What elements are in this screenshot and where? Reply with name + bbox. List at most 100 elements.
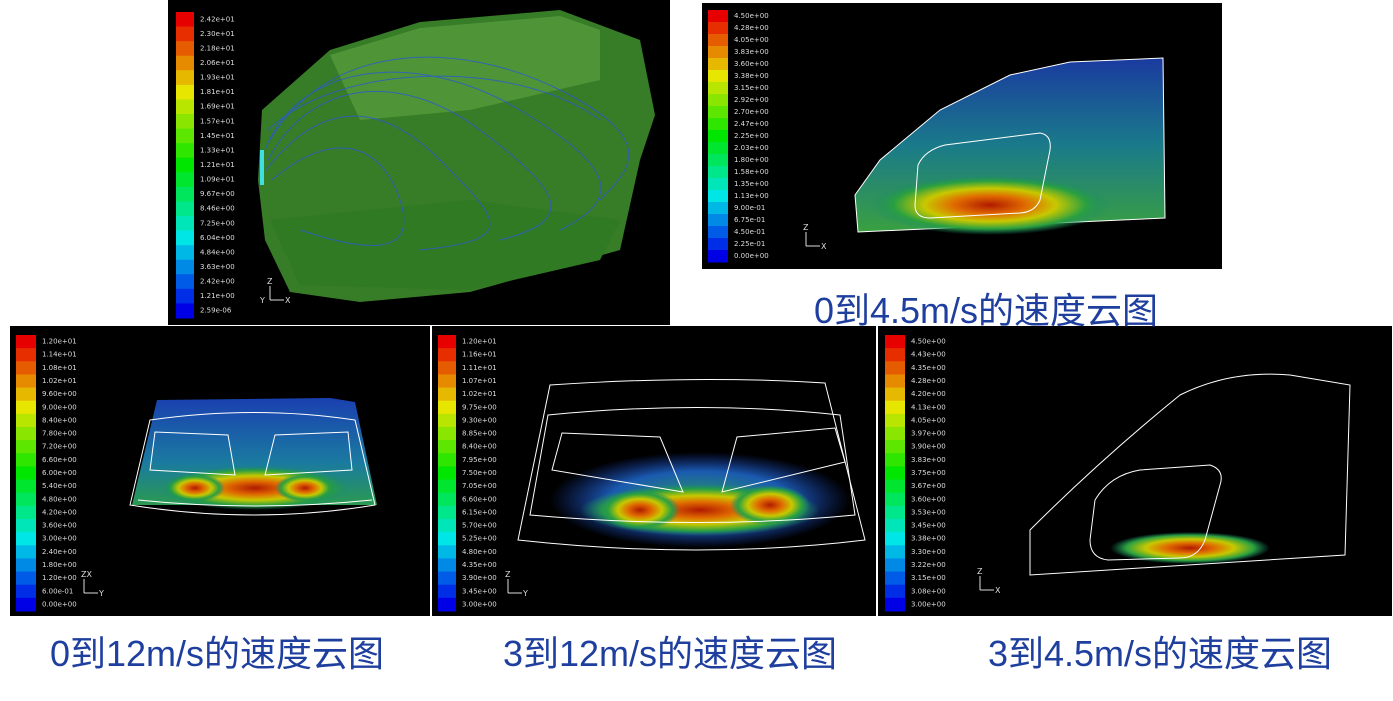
- legend-swatch: [438, 413, 456, 428]
- legend-swatch: [176, 70, 194, 86]
- legend-label: 9.60e+00: [42, 390, 77, 398]
- legend-swatch: [438, 361, 456, 375]
- legend-label: 7.50e+00: [462, 469, 497, 477]
- legend-swatch: [176, 288, 194, 304]
- legend-label: 6.15e+00: [462, 508, 497, 516]
- legend-label: 1.02e+01: [462, 390, 497, 398]
- legend-swatch: [16, 532, 36, 546]
- legend-swatch: [708, 250, 728, 263]
- legend-swatch: [438, 335, 456, 349]
- legend-label: 1.20e+00: [42, 574, 77, 582]
- legend-swatch: [708, 190, 728, 203]
- legend-swatch: [176, 230, 194, 246]
- legend-label: 1.21e+01: [200, 161, 235, 169]
- legend-swatch: [885, 519, 905, 533]
- legend-swatch: [16, 519, 36, 533]
- legend-swatch: [438, 440, 456, 454]
- legend-swatch: [708, 94, 728, 107]
- legend-label: 3.60e+00: [734, 60, 769, 68]
- legend-swatch: [438, 453, 456, 467]
- legend-label: 4.80e+00: [42, 495, 77, 503]
- legend-label: 3.75e+00: [911, 469, 946, 477]
- axis-label: Y: [259, 296, 265, 305]
- legend-label: 3.22e+00: [911, 561, 946, 569]
- legend-label: 3.90e+00: [911, 443, 946, 451]
- legend-swatch: [708, 238, 728, 251]
- axis-label: X: [995, 586, 1001, 595]
- legend-swatch: [708, 202, 728, 215]
- legend-swatch: [708, 226, 728, 239]
- legend-label: 4.84e+00: [200, 248, 235, 256]
- legend-swatch: [438, 532, 456, 546]
- legend-label: 2.18e+01: [200, 44, 235, 52]
- legend-label: 4.50e+00: [911, 338, 946, 346]
- legend-swatch: [708, 34, 728, 47]
- legend-label: 1.57e+01: [200, 117, 235, 125]
- legend-label: 2.42e+00: [200, 278, 235, 286]
- legend-label: 6.00e+00: [42, 469, 77, 477]
- legend-swatch: [885, 505, 905, 520]
- legend-swatch: [885, 584, 905, 599]
- legend-label: 0.00e+00: [734, 252, 769, 260]
- legend-label: 8.46e+00: [200, 205, 235, 213]
- legend-swatch: [176, 99, 194, 115]
- legend-label: 1.33e+01: [200, 146, 235, 154]
- legend-swatch: [176, 84, 194, 100]
- legend-label: 3.00e+00: [42, 535, 77, 543]
- legend-label: 3.90e+00: [462, 574, 497, 582]
- legend-swatch: [176, 143, 194, 159]
- legend-label: 1.16e+01: [462, 351, 497, 359]
- legend-swatch: [176, 128, 194, 144]
- legend-swatch: [708, 70, 728, 83]
- legend-swatch: [885, 479, 905, 494]
- legend-label: 4.35e+00: [911, 364, 946, 372]
- legend-label: 3.00e+00: [911, 600, 946, 608]
- windshield-contour: [517, 378, 866, 551]
- legend-label: 5.40e+00: [42, 482, 77, 490]
- legend-swatch: [16, 466, 36, 481]
- legend-swatch: [16, 440, 36, 454]
- legend-label: 2.06e+01: [200, 59, 235, 67]
- legend-label: 3.67e+00: [911, 482, 946, 490]
- legend-label: 8.85e+00: [462, 430, 497, 438]
- axis-label: Z: [267, 277, 273, 286]
- legend-swatch: [438, 400, 456, 415]
- legend-label: 8.40e+00: [462, 443, 497, 451]
- legend-label: 9.30e+00: [462, 416, 497, 424]
- legend-label: 1.81e+01: [200, 88, 235, 96]
- legend-swatch: [438, 584, 456, 599]
- legend-swatch: [438, 505, 456, 520]
- legend-swatch: [708, 118, 728, 131]
- legend-swatch: [885, 400, 905, 415]
- caption: 3到12m/s的速度云图: [503, 633, 837, 674]
- legend-label: 4.50e-01: [734, 228, 765, 236]
- legend-swatch: [885, 466, 905, 481]
- legend-swatch: [16, 361, 36, 375]
- legend-swatch: [885, 374, 905, 389]
- legend-label: 1.69e+01: [200, 103, 235, 111]
- legend-label: 2.40e+00: [42, 548, 77, 556]
- legend-label: 3.97e+00: [911, 430, 946, 438]
- legend-swatch: [885, 597, 905, 612]
- axis-label: Z: [977, 567, 983, 576]
- legend-label: 4.35e+00: [462, 561, 497, 569]
- legend-label: 1.14e+01: [42, 351, 77, 359]
- legend-swatch: [438, 545, 456, 559]
- legend-label: 9.75e+00: [462, 403, 497, 411]
- legend-label: 1.93e+01: [200, 74, 235, 82]
- caption: 0到4.5m/s的速度云图: [814, 290, 1158, 331]
- legend-swatch: [438, 492, 456, 507]
- legend-label: 4.80e+00: [462, 548, 497, 556]
- legend-label: 2.30e+01: [200, 30, 235, 38]
- legend-swatch: [176, 12, 194, 28]
- legend-swatch: [885, 335, 905, 349]
- legend-label: 3.60e+00: [42, 522, 77, 530]
- door-contour: [854, 57, 1166, 235]
- legend-label: 0.00e+00: [42, 600, 77, 608]
- legend-swatch: [708, 130, 728, 143]
- legend-label: 5.25e+00: [462, 535, 497, 543]
- legend-label: 3.38e+00: [734, 72, 769, 80]
- legend-swatch: [16, 374, 36, 389]
- legend-label: 2.42e+01: [200, 15, 235, 23]
- axis-label: X: [821, 242, 827, 251]
